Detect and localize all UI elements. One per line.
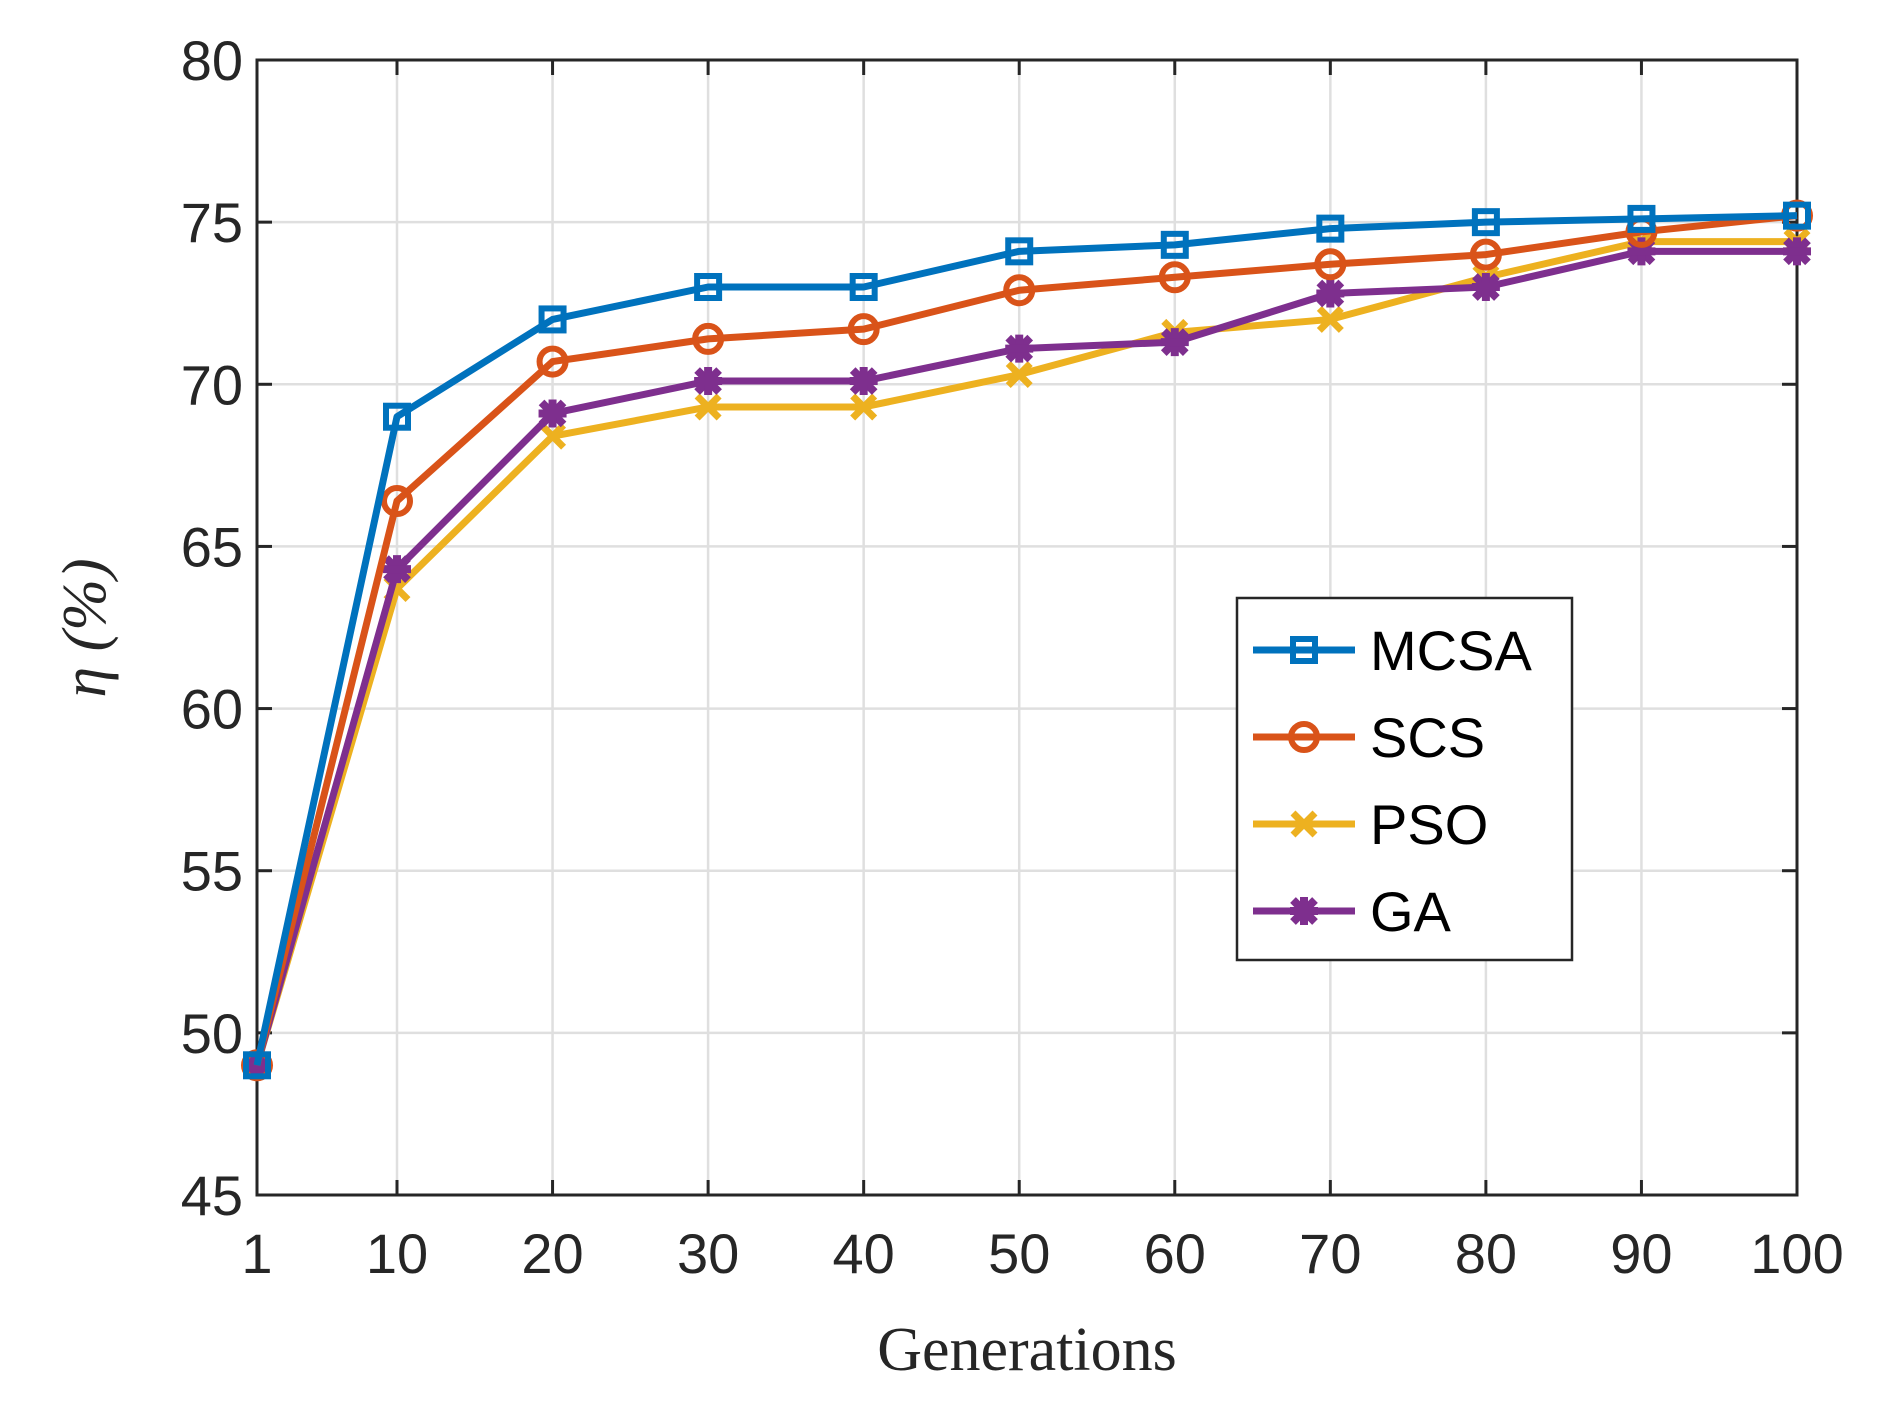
data-point-ga xyxy=(538,399,567,428)
series-group xyxy=(241,199,1813,1082)
legend-marker xyxy=(1290,636,1318,664)
x-tick-label: 100 xyxy=(1750,1222,1843,1285)
data-point-pso xyxy=(1316,305,1344,333)
y-axis-label: η (%) xyxy=(51,558,119,697)
data-point-scs xyxy=(1158,261,1191,294)
x-tick-label: 40 xyxy=(833,1222,895,1285)
marker-stroke xyxy=(1316,305,1344,333)
legend: MCSA SCS PSO GA xyxy=(1235,596,1574,962)
legend-entry-scs: SCS xyxy=(1253,706,1485,769)
y-tick-label: 55 xyxy=(181,840,243,903)
data-point-scs xyxy=(381,485,413,518)
data-point-scs xyxy=(1314,248,1347,281)
data-point-pso xyxy=(1005,361,1033,389)
data-point-pso xyxy=(694,393,722,421)
y-tick-label: 60 xyxy=(181,678,243,741)
data-point-mcsa xyxy=(383,402,411,431)
data-point-ga xyxy=(1005,334,1034,363)
data-point-pso xyxy=(850,393,878,421)
data-point-mcsa xyxy=(694,273,723,301)
data-point-scs xyxy=(1469,238,1502,271)
data-point-mcsa xyxy=(1627,204,1656,233)
legend-label: MCSA xyxy=(1370,619,1532,682)
legend-entry-pso: PSO xyxy=(1253,793,1488,856)
marker-stroke xyxy=(694,393,722,421)
series-line-mcsa xyxy=(253,212,1798,1067)
legend-entry-ga: GA xyxy=(1253,880,1452,943)
x-tick-label: 70 xyxy=(1299,1222,1361,1285)
data-point-scs xyxy=(847,313,880,346)
marker-stroke xyxy=(539,422,567,450)
marker-stroke xyxy=(1290,810,1318,838)
series-line-scs xyxy=(253,212,1798,1067)
data-point-mcsa xyxy=(243,1051,271,1080)
data-point-mcsa xyxy=(1471,208,1500,237)
data-point-scs xyxy=(1003,274,1036,307)
x-tick-label: 80 xyxy=(1455,1222,1517,1285)
data-point-ga xyxy=(1316,279,1345,308)
legend-label: SCS xyxy=(1370,706,1485,769)
data-point-ga xyxy=(849,367,878,396)
legend-label: PSO xyxy=(1370,793,1488,856)
data-point-pso xyxy=(539,422,567,450)
legend-marker xyxy=(1290,810,1318,838)
legend-label: GA xyxy=(1370,880,1452,943)
data-point-ga xyxy=(1160,328,1189,357)
y-tick-label: 70 xyxy=(181,353,243,416)
legend-marker xyxy=(1290,897,1318,925)
x-tick-label: 10 xyxy=(366,1222,428,1285)
series-mcsa xyxy=(243,201,1811,1080)
data-point-mcsa xyxy=(1160,230,1189,259)
y-tick-label: 75 xyxy=(181,191,243,254)
x-tick-label: 30 xyxy=(677,1222,739,1285)
data-point-scs xyxy=(692,322,725,355)
data-point-ga xyxy=(1471,273,1500,301)
marker-stroke xyxy=(1005,361,1033,389)
x-tick-label: 60 xyxy=(1144,1222,1206,1285)
data-point-mcsa xyxy=(1783,201,1811,230)
y-tick-label: 80 xyxy=(181,29,243,92)
y-tick-label: 45 xyxy=(181,1164,243,1227)
data-point-mcsa xyxy=(1316,214,1345,243)
x-tick-label: 20 xyxy=(521,1222,583,1285)
plot-area-border xyxy=(255,58,1799,1197)
x-tick-label: 90 xyxy=(1610,1222,1672,1285)
y-tick-label: 65 xyxy=(181,515,243,578)
data-point-mcsa xyxy=(538,305,567,334)
x-tick-label: 1 xyxy=(241,1222,272,1285)
x-tick-label: 50 xyxy=(988,1222,1050,1285)
ticks: 1 10 20 30 40 50 60 70 80 90 100 45 50 55 60 65 70 75 80 xyxy=(181,29,1844,1285)
data-point-ga xyxy=(383,555,411,584)
legend-entry-mcsa: MCSA xyxy=(1253,619,1532,682)
data-point-ga xyxy=(694,367,723,396)
data-point-scs xyxy=(536,345,569,378)
data-point-mcsa xyxy=(849,273,878,301)
y-tick-label: 50 xyxy=(181,1002,243,1065)
x-axis-label: Generations xyxy=(877,1316,1177,1384)
series-scs xyxy=(241,199,1813,1082)
marker-stroke xyxy=(850,393,878,421)
data-point-ga xyxy=(1783,237,1811,266)
legend-marker xyxy=(1288,721,1320,753)
data-point-mcsa xyxy=(1005,237,1034,266)
